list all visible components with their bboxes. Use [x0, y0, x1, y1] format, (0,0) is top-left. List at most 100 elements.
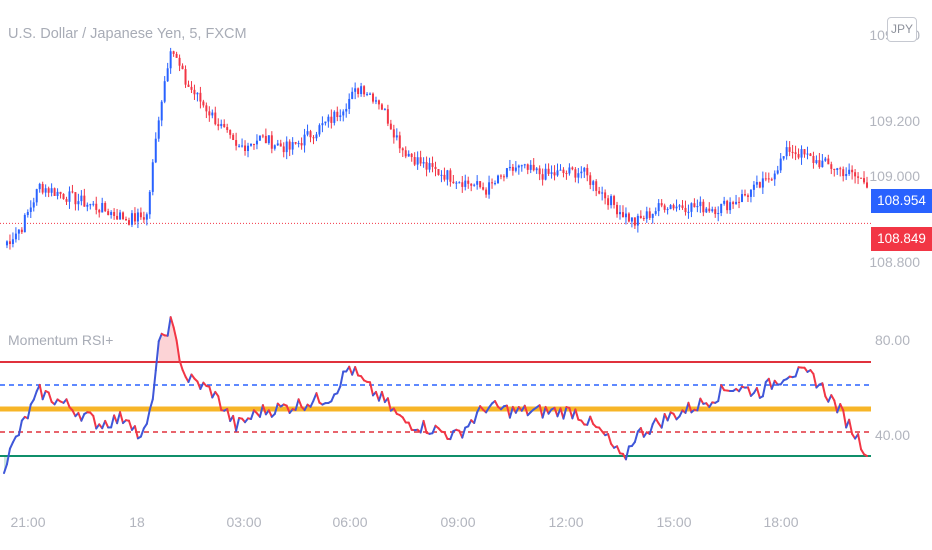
candle [452, 174, 455, 184]
candle [538, 165, 541, 181]
candle [130, 210, 133, 228]
price-tick-label: 108.800 [869, 254, 920, 270]
rsi-segment [71, 409, 77, 418]
rsi-segment [624, 445, 630, 461]
rsi-segment [303, 403, 309, 412]
candle [464, 174, 467, 191]
candle [556, 163, 559, 177]
candle [755, 175, 758, 188]
candle [208, 106, 211, 122]
candle [633, 217, 636, 229]
rsi-segment [154, 340, 160, 372]
candle [726, 199, 729, 214]
rsi-segment [392, 407, 398, 415]
rsi-segment [639, 427, 645, 438]
rsi-segment [178, 359, 184, 371]
candle [761, 171, 764, 194]
candle [455, 181, 458, 189]
rsi-segment [607, 433, 613, 445]
indicator-title[interactable]: Momentum RSI+ [8, 332, 114, 348]
candle [479, 181, 482, 189]
candle [389, 119, 392, 130]
candle [717, 206, 720, 222]
candle [193, 84, 196, 100]
rsi-segment [830, 394, 836, 402]
candle [101, 197, 104, 213]
candle [363, 85, 366, 98]
candle [458, 181, 461, 184]
candle [642, 215, 645, 221]
candle [187, 80, 190, 88]
candle [261, 134, 264, 139]
candle [333, 110, 336, 126]
candle [496, 174, 499, 184]
candle [461, 175, 464, 193]
candle [348, 93, 351, 115]
candle [65, 196, 68, 206]
rsi-segment [133, 425, 139, 440]
candle [821, 154, 824, 168]
candle [86, 202, 89, 212]
candle [116, 208, 119, 221]
candle [505, 168, 508, 179]
candle [735, 194, 738, 205]
time-tick-label: 18:00 [763, 514, 798, 530]
candle [35, 188, 38, 206]
rsi-segment [461, 426, 467, 439]
candle [523, 163, 526, 169]
candle [214, 106, 217, 126]
candle [621, 205, 624, 218]
rsi-segment [761, 381, 767, 398]
candle [839, 166, 842, 177]
candle [244, 140, 247, 156]
candle [577, 167, 580, 184]
candle [833, 168, 836, 177]
candle [800, 145, 803, 165]
candle [345, 103, 348, 118]
candle [125, 216, 128, 221]
currency-button[interactable]: JPY [887, 17, 917, 42]
candle [136, 208, 139, 229]
candle [648, 207, 651, 220]
rsi-segment [449, 430, 455, 441]
rsi-segment [836, 403, 842, 414]
candle [595, 179, 598, 197]
candle [693, 198, 696, 208]
candle [342, 109, 345, 122]
candle [71, 184, 74, 194]
candle [553, 165, 556, 181]
candle [220, 119, 223, 129]
candle [806, 146, 809, 160]
candle [580, 166, 583, 179]
candle [184, 65, 187, 88]
rsi-segment [226, 407, 232, 423]
candle [68, 186, 71, 209]
rsi-pane[interactable]: 80.00 40.00 [0, 316, 910, 475]
candle [178, 54, 181, 72]
candle [92, 201, 95, 207]
candle [273, 144, 276, 151]
candle [404, 146, 407, 159]
candle [684, 200, 687, 216]
candle [318, 123, 321, 137]
rsi-segment [92, 414, 98, 430]
candle [122, 211, 125, 221]
candle [62, 193, 65, 200]
candle [848, 163, 851, 176]
rsi-segment [169, 316, 175, 329]
candle [476, 175, 479, 190]
rsi-segment [538, 404, 544, 419]
candle [467, 176, 470, 189]
rsi-segment [139, 427, 145, 438]
rsi-segment [568, 406, 574, 420]
candle [714, 206, 717, 218]
candle [514, 161, 517, 173]
candle [32, 197, 35, 212]
candle [5, 240, 8, 249]
candle [83, 188, 86, 207]
rsi-segment [431, 424, 437, 435]
candle [836, 167, 839, 175]
rsi-segment [473, 411, 479, 424]
